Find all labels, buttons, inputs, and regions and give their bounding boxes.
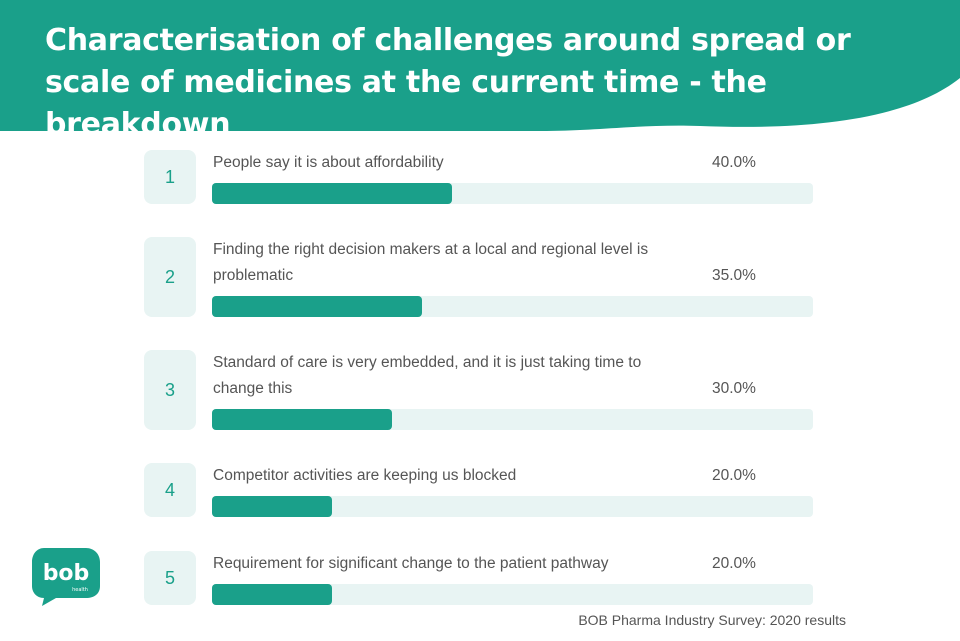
category-label: People say it is about affordability <box>213 154 444 171</box>
logo-subtext: health <box>72 587 88 593</box>
speech-bubble-logo-icon: bob health <box>32 548 100 606</box>
bar-fill <box>212 296 423 317</box>
bar-track <box>212 496 813 517</box>
category-label: Standard of care is very embedded, and i… <box>213 354 642 397</box>
rank-badge: 5 <box>144 551 196 605</box>
rank-badge: 1 <box>144 150 196 204</box>
value-label: 20.0% <box>712 555 756 572</box>
value-label: 40.0% <box>712 154 756 171</box>
bar-fill <box>212 183 453 204</box>
category-label: Requirement for significant change to th… <box>213 555 609 572</box>
value-label: 35.0% <box>712 267 756 284</box>
bar-track <box>212 584 813 605</box>
rank-badge: 2 <box>144 237 196 317</box>
rank-badge: 4 <box>144 463 196 517</box>
value-label: 30.0% <box>712 380 756 397</box>
page-title: Characterisation of challenges around sp… <box>45 23 851 142</box>
header-background <box>0 0 960 131</box>
logo-text: bob <box>43 561 90 586</box>
source-note: BOB Pharma Industry Survey: 2020 results <box>578 612 846 628</box>
value-label: 20.0% <box>712 467 756 484</box>
bar-track <box>212 409 813 430</box>
category-label: Finding the right decision makers at a l… <box>213 241 649 284</box>
category-label: Competitor activities are keeping us blo… <box>213 467 517 484</box>
bar-track <box>212 296 813 317</box>
bar-fill <box>212 409 393 430</box>
bar-track <box>212 183 813 204</box>
rank-badge: 3 <box>144 350 196 430</box>
bar-fill <box>212 496 333 517</box>
bar-fill <box>212 584 333 605</box>
